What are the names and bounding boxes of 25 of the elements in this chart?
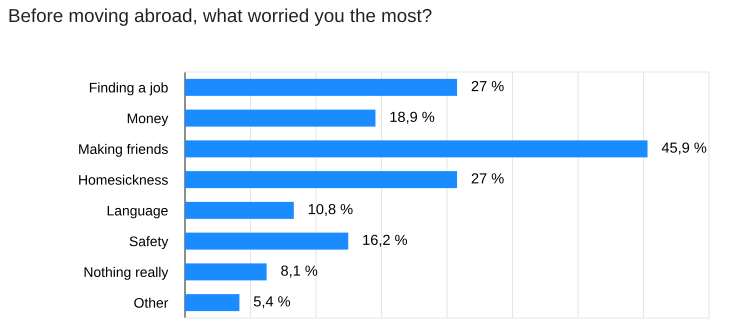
data-label: 45,9 % <box>662 142 706 155</box>
chart-title: Before moving abroad, what worried you the most? <box>10 8 432 26</box>
y-tick-label: Language <box>108 206 168 218</box>
bar <box>185 78 458 96</box>
y-tick-label: Nothing really <box>84 266 168 280</box>
data-label: 8,1 % <box>281 265 318 278</box>
bar <box>185 171 458 188</box>
bar <box>185 294 240 312</box>
bar <box>185 232 348 250</box>
data-label: 27 % <box>472 80 504 92</box>
data-label: 16,2 % <box>363 234 408 247</box>
y-tick-label: Other <box>134 298 168 308</box>
bar <box>185 110 376 127</box>
y-tick-label: Making friends <box>79 144 168 157</box>
y-tick-label: Finding a job <box>90 82 168 96</box>
y-tick-label: Safety <box>130 236 168 250</box>
y-tick-label: Homesickness <box>79 174 168 185</box>
data-label: 10,8 % <box>308 204 353 216</box>
bar <box>185 140 648 158</box>
data-label: 27 % <box>472 173 504 184</box>
y-tick-label: Money <box>128 114 168 126</box>
data-label: 18,9 % <box>390 112 434 124</box>
bar <box>185 263 267 280</box>
bar <box>185 202 294 219</box>
data-label: 5,4 % <box>254 296 290 308</box>
